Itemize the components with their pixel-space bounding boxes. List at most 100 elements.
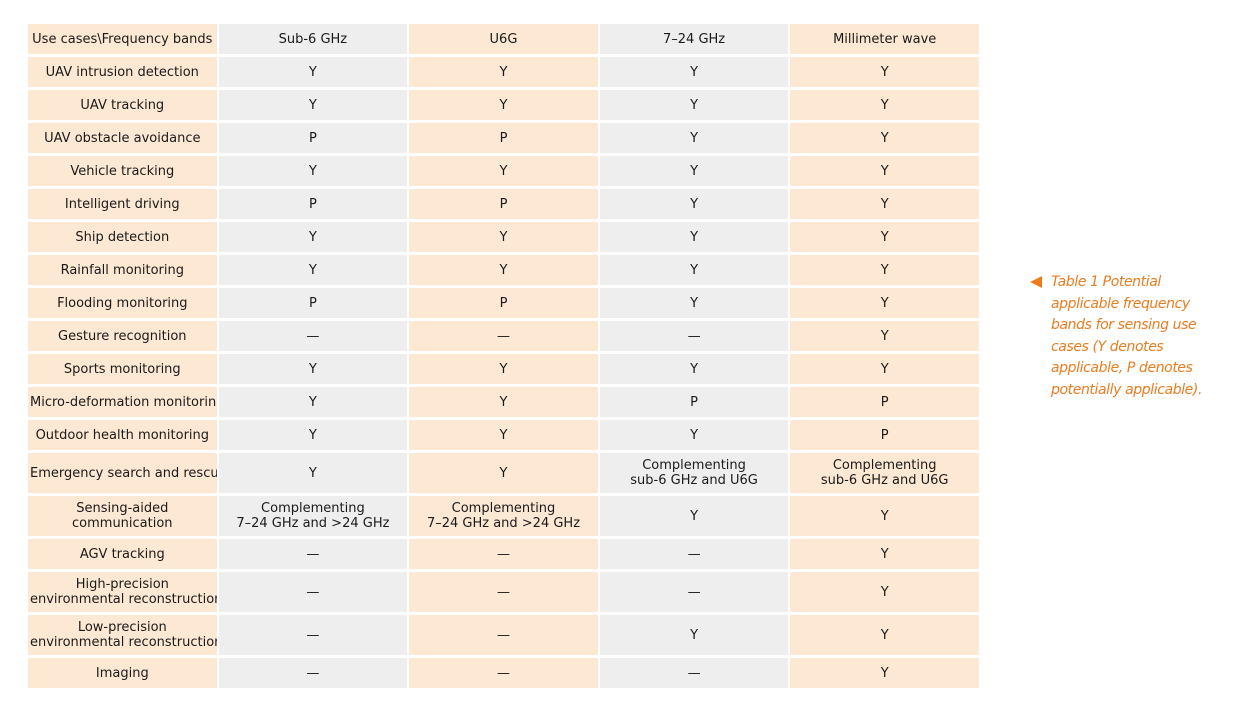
use-case-cell: Low-precision environmental reconstructio… [28, 615, 217, 655]
band-value-cell: Y [790, 90, 979, 120]
use-case-cell: UAV obstacle avoidance [28, 123, 217, 153]
band-value-cell: Y [409, 453, 598, 493]
use-case-cell: Ship detection [28, 222, 217, 252]
table-row: Intelligent driving P P Y Y [28, 189, 979, 219]
frequency-bands-table: Use cases\Frequency bands Sub-6 GHz U6G … [26, 21, 981, 691]
table-row: Emergency search and rescue Y Y Complementi… [28, 453, 979, 493]
band-value-cell: Y [409, 387, 598, 417]
table-row: Imaging — — — Y [28, 658, 979, 688]
use-case-cell: High-precision environmental reconstructi… [28, 572, 217, 612]
band-value-cell: Y [790, 321, 979, 351]
band-value-cell: Y [409, 354, 598, 384]
table-row: Low-precision environmental reconstructio… [28, 615, 979, 655]
use-case-cell: AGV tracking [28, 539, 217, 569]
table-header-row: Use cases\Frequency bands Sub-6 GHz U6G … [28, 24, 979, 54]
band-value-cell: Complementing sub-6 GHz and U6G [790, 453, 979, 493]
band-value-cell: — [599, 658, 789, 688]
band-value-cell: Complementing sub-6 GHz and U6G [599, 453, 789, 493]
band-value-cell: Y [218, 222, 408, 252]
band-value-cell: P [790, 387, 979, 417]
header-cell-sub6: Sub-6 GHz [218, 24, 408, 54]
band-value-cell: P [218, 123, 408, 153]
band-value-cell: Y [409, 255, 598, 285]
band-value-cell: Y [218, 255, 408, 285]
use-case-cell: Micro-deformation monitoring [28, 387, 217, 417]
use-case-cell: Emergency search and rescue [28, 453, 217, 493]
band-value-cell: Y [409, 57, 598, 87]
band-value-cell: Y [790, 189, 979, 219]
band-value-cell: — [409, 615, 598, 655]
band-value-cell: Y [218, 90, 408, 120]
header-cell-use-cases: Use cases\Frequency bands [28, 24, 217, 54]
band-value-cell: Y [599, 222, 789, 252]
band-value-cell: Y [218, 354, 408, 384]
use-case-cell: Vehicle tracking [28, 156, 217, 186]
band-value-cell: P [218, 288, 408, 318]
band-value-cell: Y [409, 156, 598, 186]
band-value-cell: — [218, 321, 408, 351]
table-row: Sensing-aided communication Complementing 7… [28, 496, 979, 536]
band-value-cell: Y [790, 615, 979, 655]
table-row: Rainfall monitoring Y Y Y Y [28, 255, 979, 285]
use-case-cell: Intelligent driving [28, 189, 217, 219]
band-value-cell: Y [790, 539, 979, 569]
use-case-cell: Flooding monitoring [28, 288, 217, 318]
table-row: Sports monitoring Y Y Y Y [28, 354, 979, 384]
band-value-cell: Y [409, 222, 598, 252]
use-case-cell: Sensing-aided communication [28, 496, 217, 536]
table-row: UAV obstacle avoidance P P Y Y [28, 123, 979, 153]
band-value-cell: — [409, 658, 598, 688]
band-value-cell: Y [599, 354, 789, 384]
band-value-cell: Y [790, 255, 979, 285]
band-value-cell: — [409, 539, 598, 569]
header-cell-7-24: 7–24 GHz [599, 24, 789, 54]
frequency-bands-table-container: Use cases\Frequency bands Sub-6 GHz U6G … [28, 24, 983, 688]
band-value-cell: — [599, 572, 789, 612]
use-case-cell: Gesture recognition [28, 321, 217, 351]
table-row: Ship detection Y Y Y Y [28, 222, 979, 252]
band-value-cell: Y [218, 420, 408, 450]
use-case-cell: Rainfall monitoring [28, 255, 217, 285]
band-value-cell: Y [599, 288, 789, 318]
band-value-cell: — [599, 539, 789, 569]
band-value-cell: — [218, 615, 408, 655]
band-value-cell: Y [599, 90, 789, 120]
band-value-cell: — [409, 572, 598, 612]
band-value-cell: Y [790, 156, 979, 186]
use-case-cell: Sports monitoring [28, 354, 217, 384]
band-value-cell: Y [599, 496, 789, 536]
band-value-cell: Y [599, 420, 789, 450]
band-value-cell: Complementing 7–24 GHz and >24 GHz [409, 496, 598, 536]
band-value-cell: P [599, 387, 789, 417]
band-value-cell: Y [790, 57, 979, 87]
band-value-cell: Y [218, 453, 408, 493]
use-case-cell: Imaging [28, 658, 217, 688]
band-value-cell: Y [409, 420, 598, 450]
band-value-cell: Y [599, 57, 789, 87]
band-value-cell: Y [218, 387, 408, 417]
band-value-cell: P [409, 123, 598, 153]
use-case-cell: UAV intrusion detection [28, 57, 217, 87]
table-row: Vehicle tracking Y Y Y Y [28, 156, 979, 186]
band-value-cell: — [409, 321, 598, 351]
left-triangle-icon [1030, 276, 1042, 288]
band-value-cell: Y [790, 496, 979, 536]
header-cell-mmwave: Millimeter wave [790, 24, 979, 54]
band-value-cell: Y [790, 123, 979, 153]
table-caption: Table 1 Potential applicable frequency b… [1030, 272, 1230, 401]
band-value-cell: Y [790, 288, 979, 318]
table-row: UAV intrusion detection Y Y Y Y [28, 57, 979, 87]
band-value-cell: Y [599, 189, 789, 219]
band-value-cell: — [218, 658, 408, 688]
table-row: Micro-deformation monitoring Y Y P P [28, 387, 979, 417]
band-value-cell: Y [790, 354, 979, 384]
table-row: Gesture recognition — — — Y [28, 321, 979, 351]
band-value-cell: P [409, 189, 598, 219]
band-value-cell: Y [599, 615, 789, 655]
band-value-cell: Y [599, 255, 789, 285]
band-value-cell: Y [790, 222, 979, 252]
use-case-cell: UAV tracking [28, 90, 217, 120]
band-value-cell: — [599, 321, 789, 351]
header-cell-u6g: U6G [409, 24, 598, 54]
table-row: AGV tracking — — — Y [28, 539, 979, 569]
